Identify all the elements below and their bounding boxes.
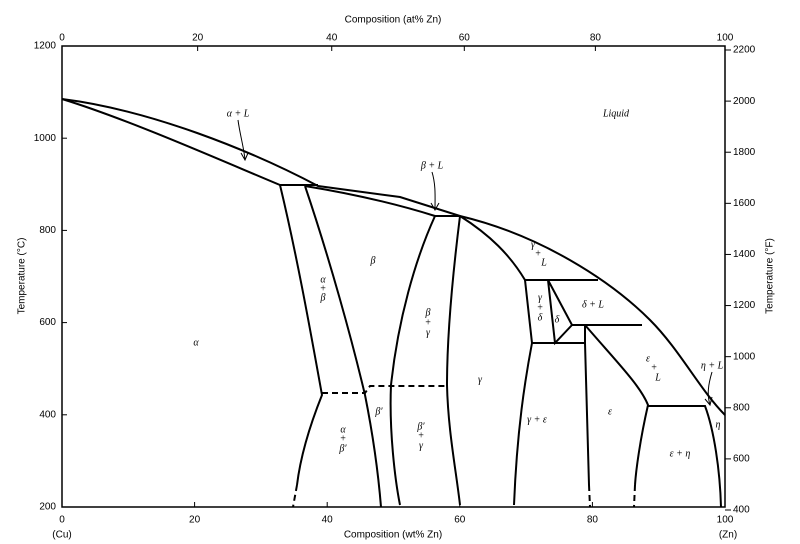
region-label: β′ [416, 421, 425, 432]
phase-boundaries [61, 98, 726, 508]
region-label: Liquid [602, 108, 630, 119]
top-tick-label: 40 [326, 33, 338, 44]
region-label: + [418, 430, 425, 441]
region-label: α + L [227, 108, 250, 119]
region-label: γ [419, 440, 424, 451]
right-tick-label: 400 [733, 505, 750, 516]
left-tick-label: 1000 [34, 133, 57, 144]
right-tick-label: 1600 [733, 198, 756, 209]
region-label: α [193, 337, 199, 348]
bottom-tick-label: 80 [587, 515, 599, 526]
left-tick-label: 1200 [34, 41, 57, 52]
region-label: α [340, 424, 346, 435]
left-tick-label: 200 [39, 502, 56, 513]
region-label: β′ [338, 443, 347, 454]
region-label: δ + L [582, 299, 604, 310]
top-tick-label: 0 [59, 33, 65, 44]
region-label: γ [538, 292, 543, 303]
right-tick-label: 800 [733, 402, 750, 413]
region-label: γ [426, 327, 431, 338]
region-label: ε [608, 406, 612, 417]
region-label: γ + ε [527, 414, 547, 425]
bottom-axis-label: Composition (wt% Zn) [344, 530, 442, 541]
region-label: δ [538, 312, 543, 323]
bottom-tick-label: 20 [189, 515, 201, 526]
bottom-tick-label: 100 [717, 515, 734, 526]
region-label: β + L [420, 160, 444, 171]
region-label: L [654, 372, 661, 383]
region-label: β [425, 307, 431, 318]
region-label: η + L [701, 360, 724, 371]
region-label: β′ [374, 406, 383, 417]
bottom-tick-label: 60 [454, 515, 466, 526]
region-label: L [540, 257, 547, 268]
top-tick-label: 60 [459, 33, 471, 44]
bottom-tick-label: 40 [322, 515, 334, 526]
cu-label: (Cu) [52, 530, 71, 541]
axes: 0 20 40 60 80 1000 20 40 60 80 1002004006008001000… [34, 33, 756, 526]
region-label: γ [531, 239, 536, 250]
region-label: β [320, 292, 326, 303]
region-label: γ [478, 374, 483, 385]
top-tick-label: 20 [192, 33, 204, 44]
right-tick-label: 1200 [733, 300, 756, 311]
region-label: + [425, 317, 432, 328]
right-tick-label: 1000 [733, 351, 756, 362]
region-label: + [537, 302, 544, 313]
region-label: β [370, 255, 376, 266]
region-label: α [320, 274, 326, 285]
right-axis-label: Temperature (°F) [765, 238, 776, 314]
left-tick-label: 800 [39, 225, 56, 236]
right-tick-label: 1400 [733, 249, 756, 260]
region-label: + [320, 283, 327, 294]
top-tick-label: 100 [717, 33, 734, 44]
left-tick-label: 400 [39, 409, 56, 420]
right-tick-label: 1800 [733, 147, 756, 158]
region-label: + [651, 362, 658, 373]
right-tick-label: 2200 [733, 45, 756, 56]
region-label: δ [555, 314, 560, 325]
top-axis-label: Composition (at% Zn) [345, 15, 442, 26]
region-label: η [716, 419, 721, 430]
region-label: ε [646, 353, 650, 364]
left-tick-label: 600 [39, 317, 56, 328]
region-label: + [535, 248, 542, 259]
region-label: + [340, 433, 347, 444]
plot-frame [61, 45, 726, 508]
region-label: ε + η [670, 448, 691, 459]
left-axis-label: Temperature (°C) [17, 238, 28, 315]
right-tick-label: 600 [733, 454, 750, 465]
right-tick-label: 2000 [733, 96, 756, 107]
zn-label: (Zn) [719, 530, 737, 541]
bottom-tick-label: 0 [59, 515, 65, 526]
top-tick-label: 80 [590, 33, 602, 44]
